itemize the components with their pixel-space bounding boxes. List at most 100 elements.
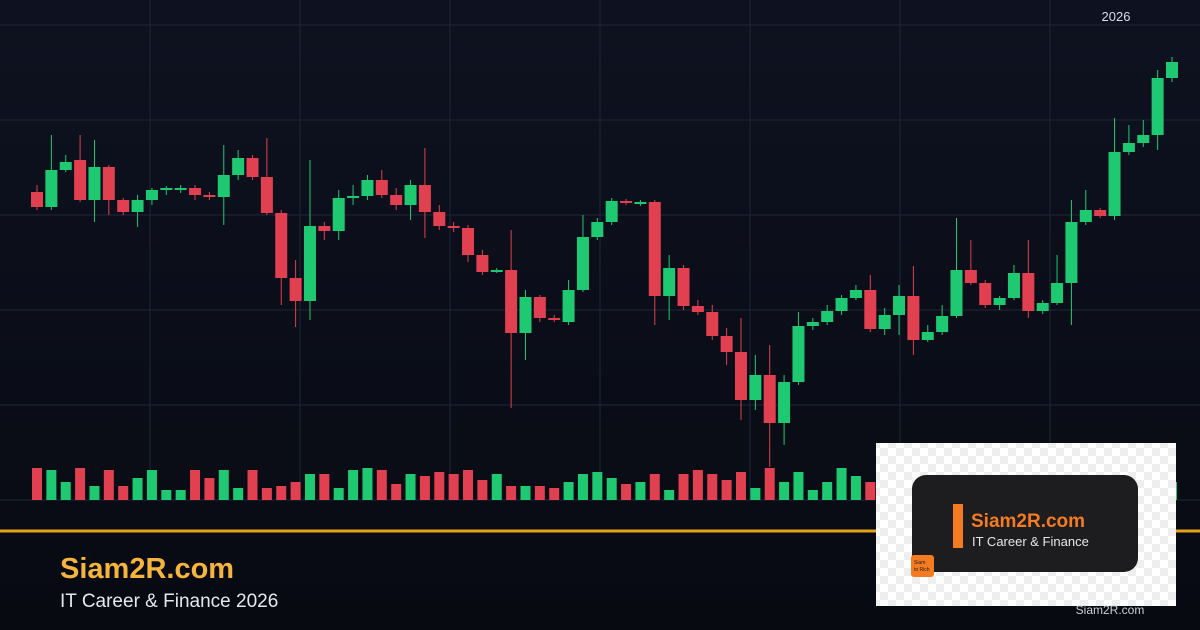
logo-title: Siam2R.com xyxy=(971,511,1085,532)
candle-body xyxy=(1079,210,1092,222)
candle-body xyxy=(490,270,503,272)
candle-body xyxy=(131,200,144,212)
logo-badge xyxy=(911,555,934,577)
candle-body xyxy=(303,226,316,301)
volume-bar xyxy=(261,488,272,500)
candle-body xyxy=(792,326,805,382)
candle-body xyxy=(447,226,460,228)
volume-bar xyxy=(132,478,143,500)
candle-body xyxy=(835,298,848,311)
volume-bar xyxy=(822,482,833,500)
candle-body xyxy=(260,177,273,213)
volume-bar xyxy=(290,482,301,500)
volume-bar xyxy=(635,482,646,500)
volume-bar xyxy=(75,468,86,500)
volume-bar xyxy=(491,474,502,500)
volume-bar xyxy=(276,486,287,500)
candle-body xyxy=(749,375,762,400)
volume-bar xyxy=(362,468,373,500)
volume-bar xyxy=(146,470,157,500)
volume-bar xyxy=(463,470,474,500)
candle-body xyxy=(921,332,934,340)
logo-badge-line: to Rich xyxy=(914,567,930,573)
candle-body xyxy=(720,336,733,352)
candle-body xyxy=(734,352,747,400)
candle-body xyxy=(102,167,115,200)
candle-body xyxy=(174,188,187,190)
candle-body xyxy=(1036,303,1049,311)
candle-body xyxy=(634,202,647,204)
volume-bar xyxy=(621,484,632,500)
volume-bar xyxy=(32,468,42,500)
candle-body xyxy=(217,175,230,197)
candle-body xyxy=(907,296,920,340)
candle-body xyxy=(648,202,661,296)
candle-body xyxy=(849,290,862,298)
volume-bar xyxy=(376,470,387,500)
candle-body xyxy=(1094,210,1107,216)
volume-bar xyxy=(764,468,775,500)
candle-body xyxy=(864,290,877,329)
volume-bar xyxy=(348,470,359,500)
candle-body xyxy=(476,255,489,272)
volume-bar xyxy=(678,474,689,500)
volume-bar xyxy=(333,488,344,500)
volume-bar xyxy=(161,490,172,500)
volume-bar xyxy=(103,470,114,500)
volume-bar xyxy=(779,482,790,500)
vertical-grid xyxy=(149,0,1051,500)
candle-body xyxy=(1065,222,1078,283)
candle-body xyxy=(160,188,173,190)
volume-bar xyxy=(750,488,761,500)
volume-bar xyxy=(649,474,660,500)
volume-bar xyxy=(434,472,445,500)
candle-body xyxy=(246,158,259,177)
candle-body xyxy=(591,222,604,237)
volume-bar xyxy=(534,486,545,500)
volume-bar xyxy=(46,470,57,500)
candle-body xyxy=(59,162,72,170)
candle-body xyxy=(74,160,87,200)
volume-bar xyxy=(721,480,732,500)
volume-bar xyxy=(391,484,402,500)
brand-title: Siam2R.com xyxy=(60,553,234,585)
volume-bar xyxy=(60,482,71,500)
candle-body xyxy=(936,316,949,332)
volume-bar xyxy=(247,470,258,500)
candle-body xyxy=(45,170,58,207)
volume-bar xyxy=(190,470,201,500)
logo-badge-line: Siam xyxy=(914,560,925,566)
candle-body xyxy=(821,311,834,322)
volume-bar xyxy=(577,474,588,500)
candle-body xyxy=(548,318,561,320)
candle-body xyxy=(763,375,776,423)
candle-body xyxy=(318,226,331,231)
volume-bar xyxy=(118,486,129,500)
volume-bar xyxy=(448,474,459,500)
candle-body xyxy=(893,296,906,315)
volume-bar xyxy=(405,474,416,500)
volume-bar xyxy=(175,490,186,500)
volume-bar xyxy=(89,486,100,500)
logo: Siam2R.com IT Career & Finance Siam to R… xyxy=(876,443,1176,606)
candle-body xyxy=(1122,143,1135,152)
candle-body xyxy=(964,270,977,283)
candle-body xyxy=(390,195,403,205)
candle-body xyxy=(993,298,1006,305)
candle-body xyxy=(145,190,158,200)
candle-body xyxy=(462,228,475,255)
volume-bar xyxy=(506,486,517,500)
volume-bar xyxy=(218,470,229,500)
candle-body xyxy=(232,158,245,175)
candle-body xyxy=(289,278,302,301)
candle-body xyxy=(778,382,791,423)
candle-body xyxy=(562,290,575,322)
candle-body xyxy=(404,185,417,205)
candle-body xyxy=(533,297,546,318)
candle-body xyxy=(691,306,704,312)
volume-bar xyxy=(419,476,430,500)
volume-bar xyxy=(304,474,315,500)
volume-bar xyxy=(319,474,330,500)
candle-body xyxy=(88,167,101,200)
